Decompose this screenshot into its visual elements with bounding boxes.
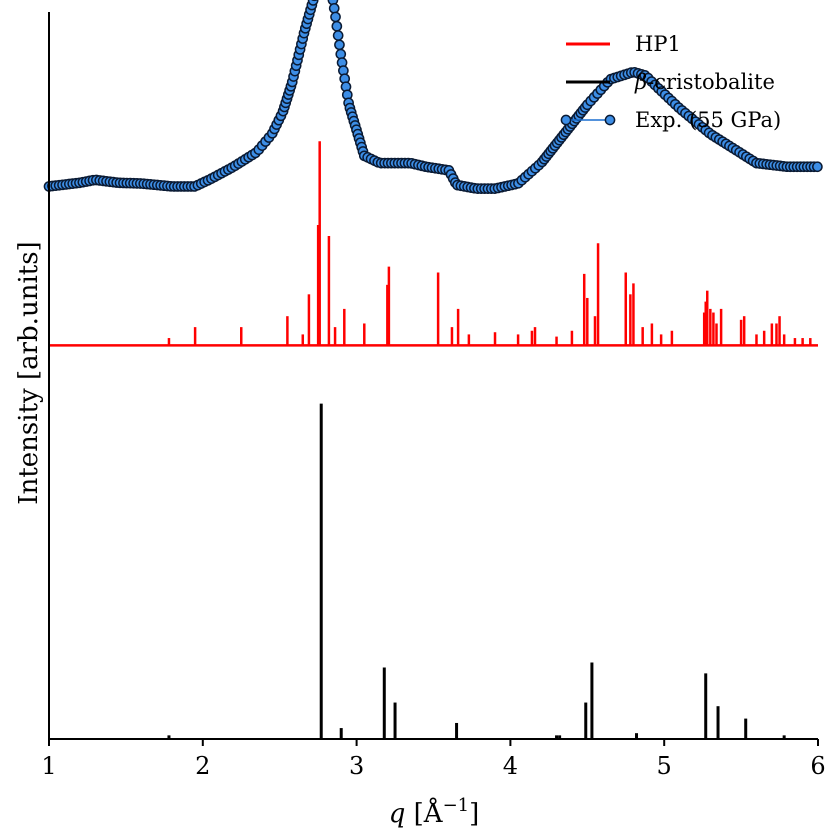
cristobalite-series	[167, 403, 786, 739]
exp-marker	[307, 0, 319, 6]
legend-label-cristobalite: β-cristobalite	[634, 70, 775, 94]
exp-marker	[330, 11, 341, 23]
exp-marker	[812, 161, 823, 173]
legend-swatch-marker-exp	[560, 114, 572, 126]
x-tick-label: 2	[195, 752, 210, 780]
legend-label-text: -cristobalite	[647, 70, 775, 94]
exp-marker	[332, 30, 344, 41]
x-tick-label: 1	[41, 752, 56, 780]
x-tick-label: 4	[503, 752, 518, 780]
legend-label-hp1: HP1	[635, 32, 681, 56]
x-tick-label: 6	[810, 752, 825, 780]
legend: HP1 β-cristobalite Exp. (55 GPa)	[560, 32, 781, 132]
exp-series	[43, 0, 823, 194]
x-axis-ticks: 1 2 3 4 5 6	[41, 739, 826, 780]
axes	[48, 12, 818, 740]
exp-marker	[328, 2, 340, 14]
x-tick-label: 5	[657, 752, 672, 780]
x-axis-label: q [Å−1]	[389, 795, 480, 829]
exp-marker	[331, 20, 343, 32]
y-axis-label: Intensity [arb.units]	[14, 241, 44, 504]
exp-marker	[335, 48, 347, 60]
legend-label-prefix: β	[634, 70, 647, 94]
x-tick-label: 3	[349, 752, 364, 780]
legend-label-exp: Exp. (55 GPa)	[635, 108, 781, 132]
hp1-series	[49, 141, 818, 347]
exp-marker	[334, 39, 345, 51]
legend-swatch-marker-exp	[604, 114, 616, 126]
plot-area	[43, 0, 823, 739]
